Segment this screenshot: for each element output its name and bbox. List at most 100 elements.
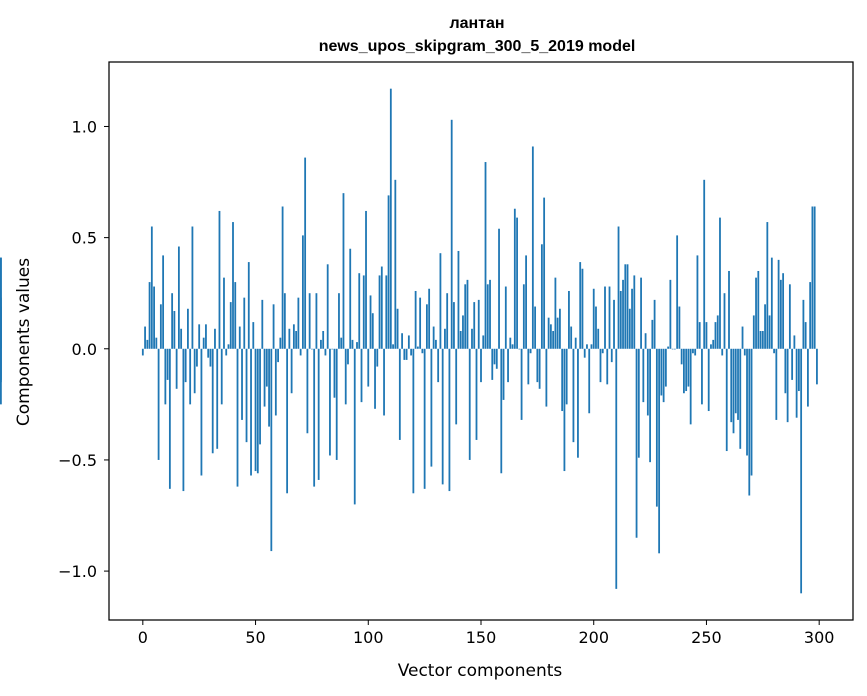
bar <box>380 266 383 349</box>
bar <box>270 348 273 552</box>
bar <box>513 208 516 349</box>
bar <box>432 326 435 349</box>
bar <box>511 344 514 349</box>
bar <box>286 348 289 494</box>
bar <box>640 277 642 349</box>
bar <box>554 277 557 349</box>
bar <box>757 270 760 349</box>
bar <box>552 331 555 349</box>
y-axis: −1.0 −0.5 0.0 0.5 1.0 <box>58 117 109 581</box>
bar <box>565 348 568 405</box>
bar <box>207 348 210 358</box>
bar <box>520 348 523 420</box>
bar <box>498 228 500 349</box>
bar <box>800 348 803 594</box>
bar <box>157 348 160 460</box>
bar <box>423 348 426 489</box>
bar <box>306 348 309 434</box>
bar <box>322 331 325 349</box>
bar <box>378 275 381 349</box>
bar <box>277 348 279 363</box>
bar <box>324 348 327 356</box>
bar <box>509 337 512 349</box>
bar <box>689 348 692 425</box>
bar <box>786 348 789 423</box>
x-tick-label: 50 <box>245 628 265 647</box>
bar <box>394 179 397 349</box>
bar <box>150 226 153 349</box>
bar <box>304 157 307 349</box>
bar <box>473 302 476 349</box>
bar <box>522 284 525 349</box>
bar <box>220 348 223 405</box>
x-tick-label: 100 <box>353 628 384 647</box>
bar <box>311 348 313 350</box>
bar <box>180 328 183 349</box>
bar <box>338 293 340 349</box>
bar <box>437 348 440 383</box>
bar <box>292 324 295 349</box>
bar <box>383 348 385 416</box>
bar <box>773 348 775 354</box>
bar <box>759 331 762 349</box>
bar <box>218 210 221 349</box>
bar <box>166 348 169 380</box>
bar <box>148 282 151 349</box>
bar <box>644 333 647 349</box>
bar <box>344 348 347 405</box>
bar <box>173 310 176 349</box>
bar <box>694 348 697 356</box>
bar <box>450 119 453 349</box>
bar <box>326 264 329 349</box>
bar <box>214 328 216 349</box>
bar <box>430 348 433 467</box>
bar <box>234 282 237 349</box>
bar <box>281 206 284 349</box>
bar <box>531 146 534 349</box>
bar <box>664 348 667 387</box>
bar <box>462 315 464 349</box>
bar <box>247 262 250 349</box>
bar <box>171 293 174 349</box>
bar <box>403 348 406 360</box>
bar <box>518 348 521 350</box>
bar <box>453 302 455 349</box>
bar <box>342 193 345 349</box>
bar <box>313 348 316 487</box>
bar <box>777 259 780 349</box>
bar <box>703 179 706 349</box>
bar <box>667 346 670 349</box>
bar <box>606 348 609 385</box>
bar <box>816 348 818 385</box>
bar <box>308 293 311 349</box>
bar <box>205 324 207 349</box>
bar <box>746 348 748 456</box>
bar <box>387 195 390 349</box>
bar <box>797 348 800 392</box>
bar <box>529 348 532 354</box>
bar <box>795 348 798 418</box>
bar <box>748 348 751 496</box>
bar <box>0 348 2 383</box>
bar <box>687 348 690 387</box>
bar <box>516 217 518 349</box>
bar <box>189 348 192 405</box>
bar <box>480 348 482 383</box>
bar <box>272 304 275 349</box>
bar <box>608 286 611 349</box>
x-tick-label: 200 <box>578 628 609 647</box>
bar <box>617 226 620 349</box>
bar <box>288 328 291 349</box>
bar <box>162 255 165 349</box>
bar <box>613 299 615 349</box>
bar <box>743 348 746 356</box>
bar <box>712 339 715 349</box>
bar <box>389 88 392 349</box>
bar <box>274 348 277 416</box>
y-tick-label: 0.0 <box>72 340 97 359</box>
bar <box>683 348 685 394</box>
bar <box>577 348 579 458</box>
bar <box>788 284 791 349</box>
bar <box>396 308 399 349</box>
